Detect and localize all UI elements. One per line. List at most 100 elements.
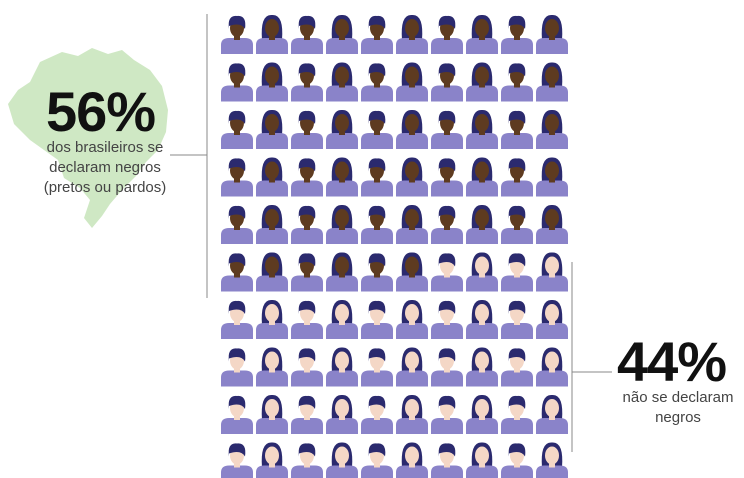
person-icon	[466, 299, 498, 339]
hair	[438, 63, 456, 77]
hair	[508, 300, 526, 314]
person-icon	[221, 15, 253, 54]
head	[265, 209, 279, 227]
body	[466, 465, 498, 478]
person-icon	[466, 347, 498, 387]
head	[545, 114, 559, 132]
body	[256, 323, 288, 339]
body	[536, 465, 568, 478]
person-icon	[536, 14, 568, 54]
person-icon	[431, 443, 463, 478]
head	[405, 209, 419, 227]
head	[335, 161, 349, 180]
person-icon	[291, 63, 323, 102]
hair	[438, 158, 456, 172]
body	[256, 275, 288, 292]
head	[545, 256, 559, 275]
head	[475, 161, 489, 180]
person-icon	[501, 253, 533, 292]
person-icon	[396, 394, 428, 434]
body	[221, 180, 253, 197]
body	[221, 275, 253, 292]
person-icon	[501, 348, 533, 387]
head	[265, 256, 279, 275]
head	[335, 209, 349, 227]
body	[221, 228, 253, 244]
hair	[298, 15, 316, 29]
hair	[228, 395, 246, 409]
body	[536, 418, 568, 434]
person-icon	[536, 204, 568, 244]
body	[221, 85, 253, 102]
body	[536, 38, 568, 54]
person-icon	[256, 347, 288, 387]
person-icon	[536, 394, 568, 434]
hair	[368, 110, 386, 124]
body	[431, 38, 463, 54]
person-icon	[466, 252, 498, 292]
person-icon	[501, 15, 533, 54]
head	[405, 114, 419, 132]
person-icon	[361, 205, 393, 244]
body	[466, 418, 498, 434]
body	[361, 85, 393, 102]
value-label: 56%	[46, 80, 156, 143]
hair	[368, 15, 386, 29]
hair	[298, 63, 316, 77]
person-icon	[466, 442, 498, 478]
person-icon	[501, 110, 533, 149]
person-icon	[256, 204, 288, 244]
hair	[508, 205, 526, 219]
hair	[438, 348, 456, 362]
body	[291, 418, 323, 434]
hair	[228, 253, 246, 267]
person-icon	[536, 157, 568, 197]
person-icon	[221, 253, 253, 292]
body	[221, 133, 253, 149]
head	[335, 66, 349, 85]
hair	[438, 110, 456, 124]
body	[291, 323, 323, 339]
person-icon	[396, 62, 428, 102]
person-icon	[466, 14, 498, 54]
head	[335, 114, 349, 132]
person-icon	[361, 395, 393, 434]
head	[545, 209, 559, 227]
hair	[368, 395, 386, 409]
head	[475, 256, 489, 275]
person-icon	[256, 62, 288, 102]
hair	[228, 205, 246, 219]
person-icon	[256, 394, 288, 434]
body	[256, 465, 288, 478]
hair	[298, 205, 316, 219]
body	[361, 38, 393, 54]
body	[326, 370, 358, 387]
body	[291, 85, 323, 102]
head	[265, 351, 279, 370]
body	[326, 228, 358, 244]
body	[326, 133, 358, 149]
head	[475, 446, 489, 465]
category-label: dos brasileiros se declaram negros (pret…	[43, 139, 167, 196]
body	[256, 228, 288, 244]
hair	[228, 110, 246, 124]
hair	[228, 15, 246, 29]
hair	[508, 110, 526, 124]
body	[501, 323, 533, 339]
person-icon	[221, 395, 253, 434]
body	[256, 38, 288, 54]
person-icon	[396, 204, 428, 244]
person-icon	[466, 394, 498, 434]
body	[221, 418, 253, 434]
body	[221, 38, 253, 54]
person-icon	[431, 15, 463, 54]
head	[265, 114, 279, 132]
head	[405, 256, 419, 275]
hair	[508, 63, 526, 77]
hair	[228, 63, 246, 77]
person-icon	[396, 442, 428, 478]
person-icon	[221, 300, 253, 339]
body	[326, 418, 358, 434]
hair	[368, 63, 386, 77]
body	[431, 85, 463, 102]
